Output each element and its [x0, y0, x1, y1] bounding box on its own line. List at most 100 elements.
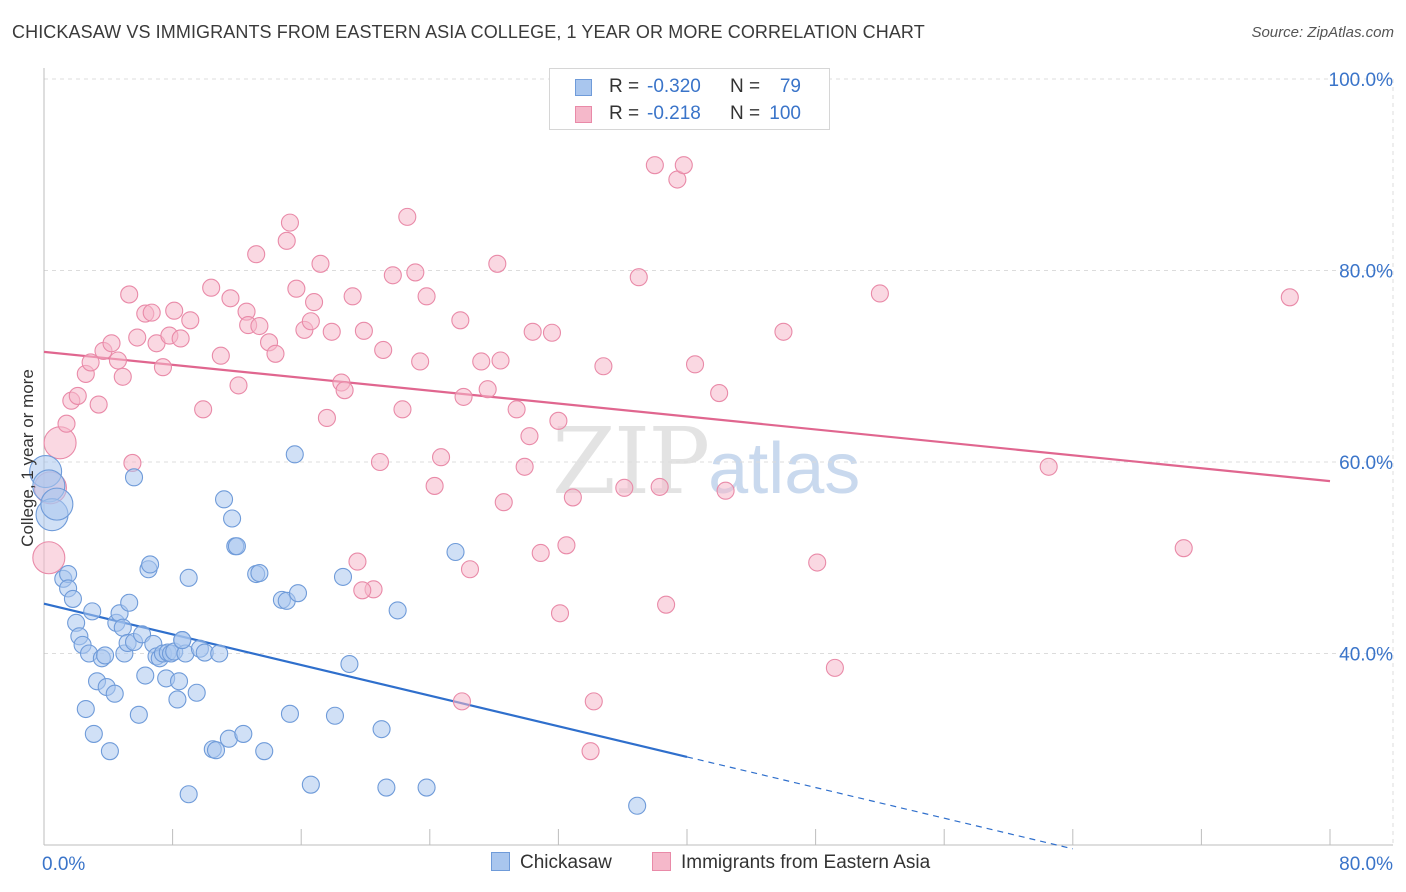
point-immigrants: [229, 376, 248, 395]
point-chickasaw: [84, 724, 103, 743]
point-immigrants: [478, 380, 497, 399]
point-chickasaw: [168, 690, 187, 709]
point-immigrants: [322, 322, 341, 341]
point-immigrants: [507, 400, 526, 419]
chart-title: CHICKASAW VS IMMIGRANTS FROM EASTERN ASI…: [12, 22, 925, 42]
point-immigrants: [343, 287, 362, 306]
legend-row-immigrants: R = -0.218 N = 100: [550, 101, 829, 127]
watermark-atlas: atlas: [708, 429, 861, 509]
legend-row-chickasaw: R = -0.320 N = 79: [550, 74, 829, 100]
point-chickasaw: [40, 487, 74, 521]
point-chickasaw: [63, 589, 82, 608]
point-chickasaw: [417, 778, 436, 797]
x-tick-label: 0.0%: [42, 854, 85, 875]
point-immigrants: [374, 340, 393, 360]
point-immigrants: [870, 284, 889, 303]
point-immigrants: [1039, 457, 1058, 476]
point-immigrants: [584, 692, 603, 711]
point-chickasaw: [223, 509, 242, 528]
point-chickasaw: [333, 567, 353, 586]
point-chickasaw: [136, 666, 155, 685]
point-immigrants: [1280, 288, 1299, 307]
point-immigrants: [317, 408, 336, 428]
point-chickasaw: [255, 742, 274, 761]
point-immigrants: [520, 427, 539, 446]
point-immigrants: [531, 543, 550, 563]
point-immigrants: [451, 311, 470, 330]
point-immigrants: [202, 278, 221, 297]
point-chickasaw: [280, 704, 299, 723]
point-immigrants: [542, 323, 562, 342]
point-chickasaw: [179, 785, 198, 804]
point-immigrants: [674, 156, 693, 175]
bottom-legend-swatch-immigrants: [652, 852, 671, 871]
point-immigrants: [370, 452, 390, 472]
bottom-legend: Chickasaw Immigrants from Eastern Asia: [0, 852, 1406, 878]
trend-line-extension-chickasaw: [686, 756, 1073, 850]
point-immigrants: [774, 322, 793, 341]
point-chickasaw: [105, 684, 124, 703]
bottom-legend-immigrants: Immigrants from Eastern Asia: [652, 852, 930, 874]
point-immigrants: [81, 353, 100, 372]
point-immigrants: [43, 426, 77, 460]
point-chickasaw: [124, 468, 144, 487]
point-chickasaw: [179, 568, 198, 587]
point-chickasaw: [388, 601, 407, 620]
point-immigrants: [128, 328, 147, 347]
trend-line-chickasaw: [43, 602, 688, 758]
point-immigrants: [460, 560, 480, 579]
point-immigrants: [280, 213, 299, 232]
point-immigrants: [563, 488, 582, 507]
legend-swatch-chickasaw: [575, 79, 592, 96]
point-immigrants: [301, 312, 320, 331]
point-immigrants: [181, 311, 200, 330]
y-tick-label: 80.0%: [1339, 262, 1393, 283]
bottom-legend-swatch-chickasaw: [491, 852, 510, 871]
point-immigrants: [488, 254, 507, 273]
point-immigrants: [1174, 539, 1193, 558]
legend-r-value: -0.320: [647, 76, 701, 97]
point-immigrants: [716, 481, 735, 500]
trend-lines: [43, 350, 1331, 850]
point-immigrants: [277, 231, 296, 250]
legend-r-label: R =: [609, 103, 640, 124]
point-chickasaw: [446, 542, 465, 562]
point-immigrants: [550, 604, 570, 623]
point-chickasaw: [377, 778, 396, 797]
point-chickasaw: [301, 775, 320, 794]
point-immigrants: [305, 293, 324, 312]
point-chickasaw: [288, 584, 308, 603]
point-immigrants: [594, 357, 613, 376]
legend-r-value: -0.218: [647, 103, 701, 124]
point-immigrants: [287, 279, 306, 298]
point-immigrants: [685, 355, 705, 374]
point-immigrants: [335, 381, 354, 400]
point-chickasaw: [372, 720, 391, 739]
point-chickasaw: [628, 796, 647, 815]
point-immigrants: [808, 553, 827, 572]
point-immigrants: [221, 289, 240, 308]
point-immigrants: [549, 411, 568, 430]
point-immigrants: [710, 384, 729, 403]
point-chickasaw: [120, 593, 139, 612]
point-immigrants: [557, 536, 576, 555]
point-chickasaw: [187, 683, 206, 702]
point-chickasaw: [100, 742, 119, 761]
trend-line-immigrants: [43, 350, 1331, 483]
point-immigrants: [32, 541, 66, 575]
point-immigrants: [311, 254, 330, 273]
point-immigrants: [393, 400, 412, 419]
point-immigrants: [68, 386, 87, 405]
point-immigrants: [113, 367, 132, 386]
point-chickasaw: [113, 618, 132, 637]
point-chickasaw: [76, 699, 95, 719]
y-tick-label: 40.0%: [1339, 645, 1393, 666]
point-immigrants: [615, 478, 634, 497]
point-immigrants: [153, 358, 173, 377]
point-immigrants: [472, 352, 491, 371]
y-tick-label: 60.0%: [1339, 453, 1393, 474]
point-immigrants: [165, 301, 184, 320]
point-chickasaw: [206, 741, 226, 760]
point-chickasaw: [210, 644, 229, 663]
